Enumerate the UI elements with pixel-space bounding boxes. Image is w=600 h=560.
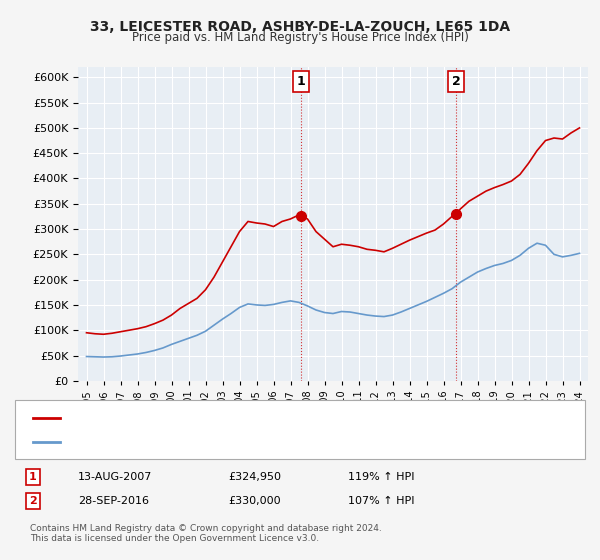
Text: 2: 2 bbox=[29, 496, 37, 506]
Text: £330,000: £330,000 bbox=[228, 496, 281, 506]
Text: Price paid vs. HM Land Registry's House Price Index (HPI): Price paid vs. HM Land Registry's House … bbox=[131, 31, 469, 44]
Text: HPI: Average price, semi-detached house, North West Leicestershire: HPI: Average price, semi-detached house,… bbox=[64, 436, 404, 446]
Text: 33, LEICESTER ROAD, ASHBY-DE-LA-ZOUCH, LE65 1DA (semi-detached house): 33, LEICESTER ROAD, ASHBY-DE-LA-ZOUCH, L… bbox=[64, 413, 454, 423]
Text: £324,950: £324,950 bbox=[228, 472, 281, 482]
Text: Contains HM Land Registry data © Crown copyright and database right 2024.
This d: Contains HM Land Registry data © Crown c… bbox=[30, 524, 382, 543]
Text: 1: 1 bbox=[296, 75, 305, 88]
Text: 119% ↑ HPI: 119% ↑ HPI bbox=[348, 472, 415, 482]
Text: 2: 2 bbox=[452, 75, 461, 88]
Text: 33, LEICESTER ROAD, ASHBY-DE-LA-ZOUCH, LE65 1DA: 33, LEICESTER ROAD, ASHBY-DE-LA-ZOUCH, L… bbox=[90, 20, 510, 34]
Text: 28-SEP-2016: 28-SEP-2016 bbox=[78, 496, 149, 506]
Text: 1: 1 bbox=[29, 472, 37, 482]
Text: 107% ↑ HPI: 107% ↑ HPI bbox=[348, 496, 415, 506]
Text: 13-AUG-2007: 13-AUG-2007 bbox=[78, 472, 152, 482]
